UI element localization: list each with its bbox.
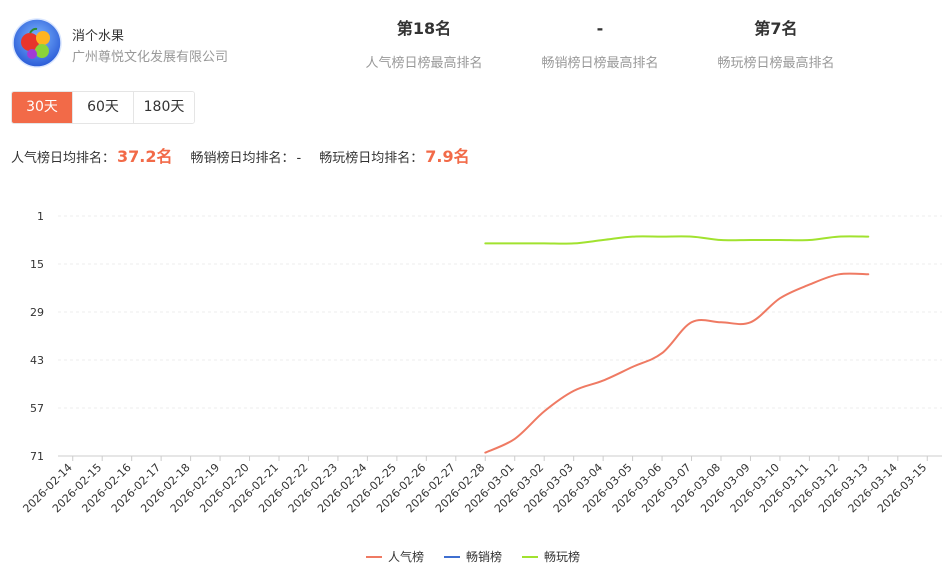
y-tick-label: 29 <box>30 306 44 319</box>
stat-value: - <box>596 19 604 38</box>
legend-label: 畅玩榜 <box>544 550 581 564</box>
stat-label: 畅玩榜日榜最高排名 <box>717 56 835 71</box>
avg-label: 畅玩榜日均排名： <box>319 151 424 166</box>
stat-label: 畅销榜日榜最高排名 <box>541 56 659 71</box>
legend-label: 畅销榜 <box>465 550 502 564</box>
period-tabs: 30天 60天 180天 <box>11 91 195 124</box>
avg-label: 畅销榜日均排名： <box>190 151 295 166</box>
stat-value: 第18名 <box>396 19 452 38</box>
y-tick-label: 1 <box>37 210 44 223</box>
stat-play-best: 第7名 畅玩榜日榜最高排名 <box>691 18 861 71</box>
y-tick-label: 43 <box>30 354 44 367</box>
average-rank-row: 人气榜日均排名： 37.2名 畅销榜日均排名： - 畅玩榜日均排名： 7.9名 <box>11 143 488 167</box>
avg-label: 人气榜日均排名： <box>11 151 116 166</box>
legend-item-popularity[interactable]: 人气榜 <box>365 548 424 565</box>
legend-swatch <box>365 555 382 558</box>
tab-180-days[interactable]: 180天 <box>133 92 194 123</box>
app-company: 广州尊悦文化发展有限公司 <box>72 50 229 65</box>
tab-30-days[interactable]: 30天 <box>12 92 72 123</box>
tab-60-days[interactable]: 60天 <box>72 92 133 123</box>
avg-popularity: 人气榜日均排名： 37.2名 <box>11 143 173 167</box>
legend-item-play[interactable]: 畅玩榜 <box>522 548 580 565</box>
legend-label: 人气榜 <box>387 550 424 564</box>
rank-line-chart: 115294357712026-02-142026-02-152026-02-1… <box>20 210 942 515</box>
chart-legend: 人气榜 畅销榜 畅玩榜 <box>0 548 946 565</box>
stat-popularity-best: 第18名 人气榜日榜最高排名 <box>339 18 509 71</box>
avg-value: 7.9名 <box>425 147 470 166</box>
series-line-2 <box>484 235 870 245</box>
y-tick-label: 57 <box>30 402 44 415</box>
avg-bestseller: 畅销榜日均排名： - <box>191 147 302 166</box>
y-tick-label: 15 <box>30 258 44 271</box>
avg-value: 37.2名 <box>117 147 173 166</box>
series-line-0 <box>484 272 870 454</box>
avg-play: 畅玩榜日均排名： 7.9名 <box>319 143 469 167</box>
legend-item-bestseller[interactable]: 畅销榜 <box>443 548 502 565</box>
avg-value: - <box>296 151 302 166</box>
stat-bestseller-best: - 畅销榜日榜最高排名 <box>515 18 685 71</box>
app-name: 消个水果 <box>72 29 125 44</box>
stat-value: 第7名 <box>754 19 798 38</box>
y-tick-label: 71 <box>30 450 44 463</box>
stat-label: 人气榜日榜最高排名 <box>365 56 483 71</box>
legend-swatch <box>522 555 538 558</box>
legend-swatch <box>443 555 460 558</box>
app-logo <box>12 18 62 68</box>
